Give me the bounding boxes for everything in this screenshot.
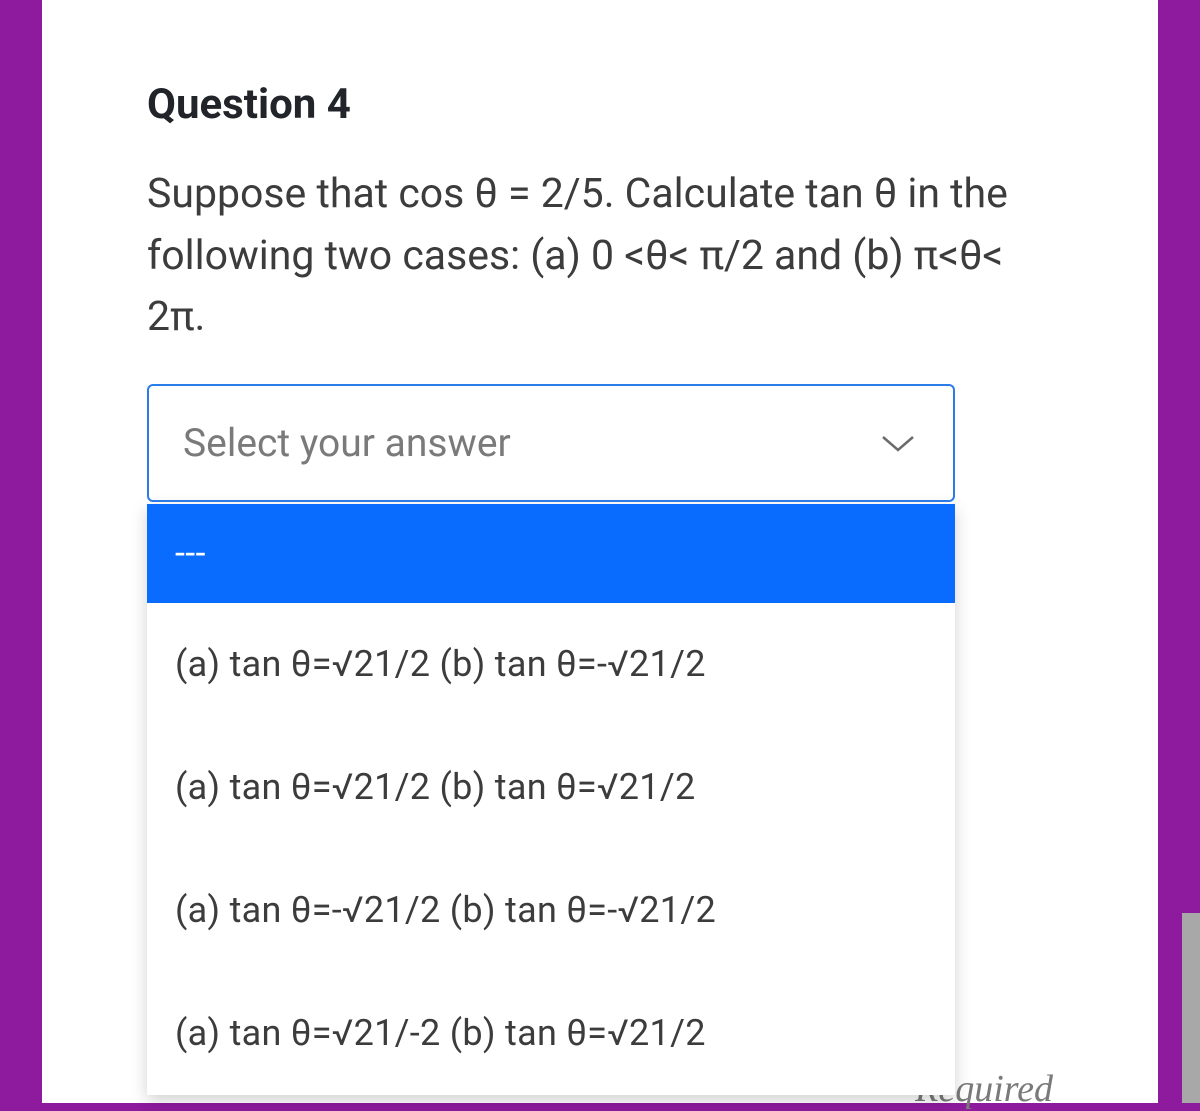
dropdown-option[interactable]: (a) tan θ=√21/2 (b) tan θ=-√21/2 <box>147 603 955 726</box>
dropdown-option[interactable]: (a) tan θ=√21/-2 (b) tan θ=√21/2 <box>147 972 955 1095</box>
question-title: Question 4 <box>147 80 1053 129</box>
question-card: Question 4 Suppose that cos θ = 2/5. Cal… <box>42 0 1158 1103</box>
answer-select-wrapper: Select your answer --- (a) tan θ=√21/2 (… <box>147 384 955 502</box>
scrollbar-thumb[interactable] <box>1182 913 1200 1103</box>
answer-dropdown: --- (a) tan θ=√21/2 (b) tan θ=-√21/2 (a)… <box>147 504 955 1095</box>
dropdown-option-empty[interactable]: --- <box>147 504 955 603</box>
select-placeholder: Select your answer <box>183 420 511 466</box>
chevron-down-icon <box>881 433 915 453</box>
scrollbar-track[interactable] <box>1182 0 1200 1103</box>
answer-select[interactable]: Select your answer <box>147 384 955 502</box>
dropdown-option[interactable]: (a) tan θ=-√21/2 (b) tan θ=-√21/2 <box>147 849 955 972</box>
page-background: Question 4 Suppose that cos θ = 2/5. Cal… <box>0 0 1200 1103</box>
question-body: Suppose that cos θ = 2/5. Calculate tan … <box>147 164 1053 349</box>
dropdown-option[interactable]: (a) tan θ=√21/2 (b) tan θ=√21/2 <box>147 726 955 849</box>
